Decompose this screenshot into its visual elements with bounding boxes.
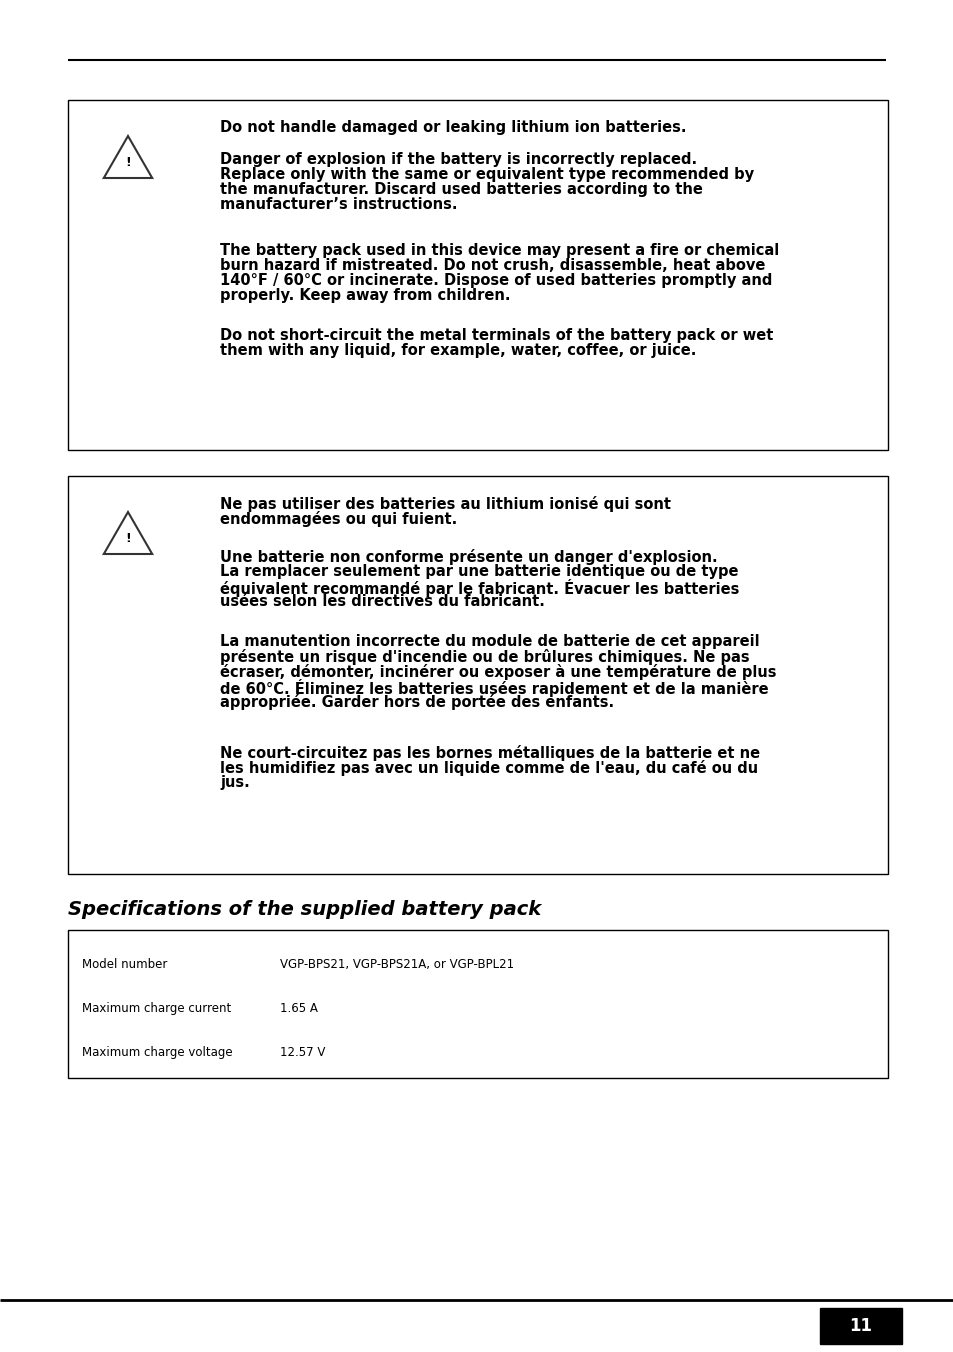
Text: burn hazard if mistreated. Do not crush, disassemble, heat above: burn hazard if mistreated. Do not crush,… [220, 258, 764, 273]
Text: Danger of explosion if the battery is incorrectly replaced.: Danger of explosion if the battery is in… [220, 151, 697, 168]
Text: VGP-BPS21, VGP-BPS21A, or VGP-BPL21: VGP-BPS21, VGP-BPS21A, or VGP-BPL21 [280, 959, 514, 971]
Text: properly. Keep away from children.: properly. Keep away from children. [220, 288, 510, 303]
Text: présente un risque d'incendie ou de brûlures chimiques. Ne pas: présente un risque d'incendie ou de brûl… [220, 649, 749, 665]
Text: Do not handle damaged or leaking lithium ion batteries.: Do not handle damaged or leaking lithium… [220, 120, 686, 135]
Text: écraser, démonter, incinérer ou exposer à une température de plus: écraser, démonter, incinérer ou exposer … [220, 664, 776, 680]
Text: The battery pack used in this device may present a fire or chemical: The battery pack used in this device may… [220, 243, 779, 258]
Text: Do not short-circuit the metal terminals of the battery pack or wet: Do not short-circuit the metal terminals… [220, 329, 773, 343]
Text: usées selon les directives du fabricant.: usées selon les directives du fabricant. [220, 594, 544, 608]
Text: !: ! [125, 531, 131, 545]
Text: 140°F / 60°C or incinerate. Dispose of used batteries promptly and: 140°F / 60°C or incinerate. Dispose of u… [220, 273, 772, 288]
Text: manufacturer’s instructions.: manufacturer’s instructions. [220, 197, 457, 212]
Text: les humidifiez pas avec un liquide comme de l'eau, du café ou du: les humidifiez pas avec un liquide comme… [220, 760, 758, 776]
Text: La manutention incorrecte du module de batterie de cet appareil: La manutention incorrecte du module de b… [220, 634, 759, 649]
Text: the manufacturer. Discard used batteries according to the: the manufacturer. Discard used batteries… [220, 183, 702, 197]
Text: Model number: Model number [82, 959, 167, 971]
Text: appropriée. Garder hors de portée des enfants.: appropriée. Garder hors de portée des en… [220, 694, 614, 710]
Text: Maximum charge current: Maximum charge current [82, 1002, 231, 1015]
Text: them with any liquid, for example, water, coffee, or juice.: them with any liquid, for example, water… [220, 343, 696, 358]
Text: Une batterie non conforme présente un danger d'explosion.: Une batterie non conforme présente un da… [220, 549, 717, 565]
Text: jus.: jus. [220, 775, 250, 790]
Text: 1.65 A: 1.65 A [280, 1002, 317, 1015]
Text: Maximum charge voltage: Maximum charge voltage [82, 1046, 233, 1059]
Bar [820, 1307, 901, 1344]
Text: Replace only with the same or equivalent type recommended by: Replace only with the same or equivalent… [220, 168, 753, 183]
Text: de 60°C. Éliminez les batteries usées rapidement et de la manière: de 60°C. Éliminez les batteries usées ra… [220, 679, 768, 698]
Text: La remplacer seulement par une batterie identique ou de type: La remplacer seulement par une batterie … [220, 564, 738, 579]
Text: 11: 11 [848, 1317, 872, 1334]
Bar [68, 100, 887, 450]
Bar [68, 930, 887, 1078]
Text: endommagées ou qui fuient.: endommagées ou qui fuient. [220, 511, 456, 527]
Text: 12.57 V: 12.57 V [280, 1046, 325, 1059]
Bar [68, 476, 887, 873]
Text: !: ! [125, 155, 131, 169]
Text: Ne pas utiliser des batteries au lithium ionisé qui sont: Ne pas utiliser des batteries au lithium… [220, 496, 670, 512]
Text: équivalent recommandé par le fabricant. Évacuer les batteries: équivalent recommandé par le fabricant. … [220, 579, 739, 598]
Text: Ne court-circuitez pas les bornes métalliques de la batterie et ne: Ne court-circuitez pas les bornes métall… [220, 745, 760, 761]
Text: Specifications of the supplied battery pack: Specifications of the supplied battery p… [68, 900, 540, 919]
